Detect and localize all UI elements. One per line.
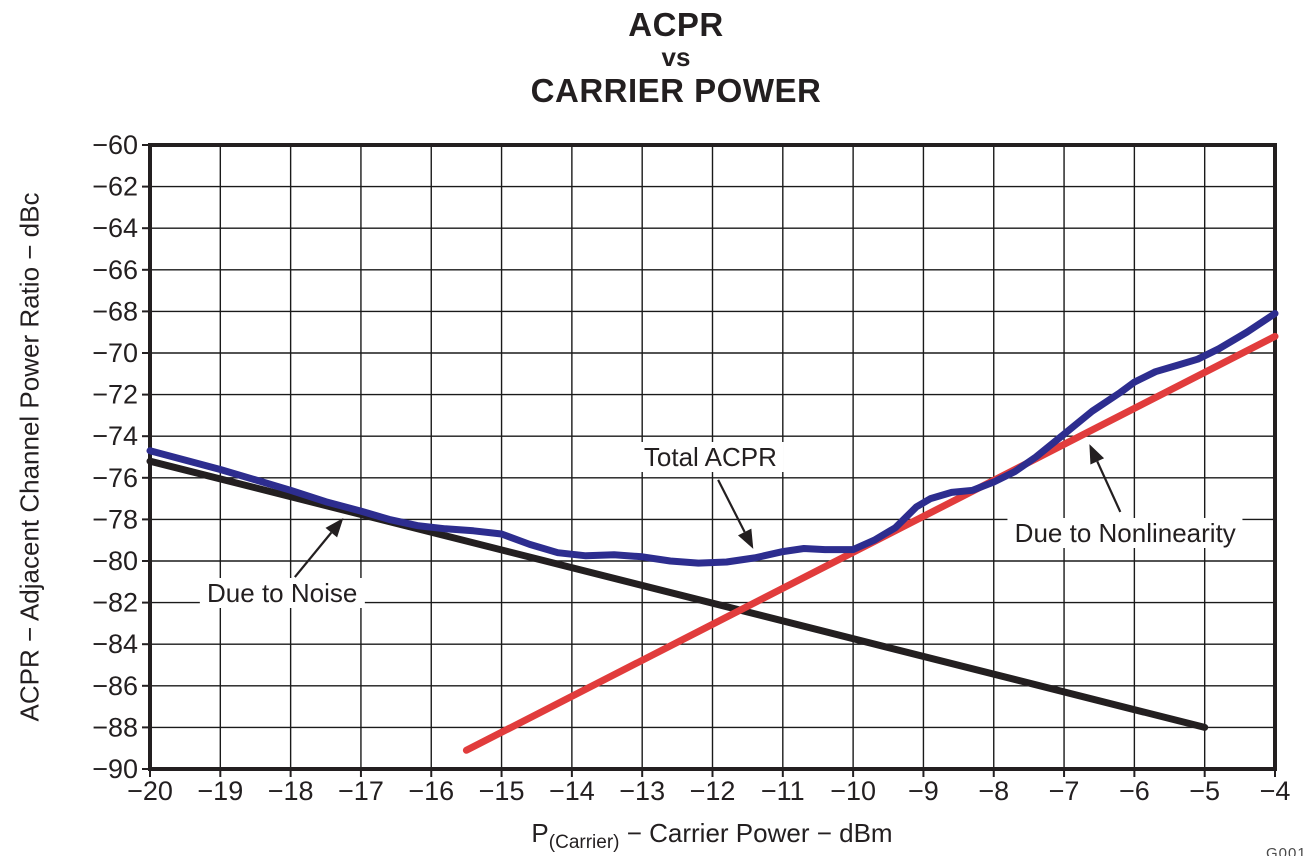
x-tick-label: −13 <box>619 776 665 806</box>
x-axis-title: P(Carrier) − Carrier Power − dBm <box>531 818 892 854</box>
x-axis-title-pre: P <box>531 818 549 848</box>
x-tick-label: −14 <box>549 776 595 806</box>
chart-title: ACPR vs CARRIER POWER <box>22 6 1308 109</box>
y-tick-label: −66 <box>92 255 138 285</box>
y-tick-label: −70 <box>92 338 138 368</box>
chart-title-line1: ACPR <box>628 6 724 43</box>
chart-title-line2: vs <box>661 42 691 72</box>
series-total-acpr <box>146 310 1279 567</box>
x-tick-label: −9 <box>908 776 939 806</box>
x-tick-label: −17 <box>338 776 384 806</box>
y-tick-label: −74 <box>92 421 138 451</box>
annotation-arrowhead-due-to-nonlinearity <box>1089 444 1105 465</box>
y-tick-label: −82 <box>92 588 138 618</box>
y-tick-label: −62 <box>92 172 138 202</box>
annotation-arrowhead-due-to-noise <box>325 517 344 538</box>
figure-code-clipped: G001 <box>1266 845 1307 856</box>
x-tick-label: −6 <box>1119 776 1150 806</box>
x-tick-label: −10 <box>830 776 876 806</box>
annotation-arrow-due-to-nonlinearity <box>1096 460 1122 513</box>
plot-frame <box>148 143 1277 771</box>
x-tick-label: −4 <box>1260 776 1291 806</box>
x-axis-title-post: − Carrier Power − dBm <box>619 818 893 848</box>
x-tick-label: −11 <box>761 776 805 806</box>
y-tick-label: −84 <box>92 629 138 659</box>
y-tick-label: −72 <box>92 380 138 410</box>
annotation-arrow-due-to-noise <box>293 531 333 578</box>
y-tick-label: −60 <box>92 130 138 160</box>
annotation-label-due-to-nonlinearity: Due to Nonlinearity <box>1007 517 1243 548</box>
x-tick-label: −18 <box>268 776 314 806</box>
x-tick-label: −20 <box>127 776 173 806</box>
y-tick-label: −64 <box>92 213 138 243</box>
annotation-arrowhead-total-acpr <box>737 528 754 549</box>
x-tick-label: −8 <box>978 776 1009 806</box>
x-tick-label: −15 <box>479 776 525 806</box>
y-tick-label: −80 <box>92 546 138 576</box>
x-tick-label: −5 <box>1189 776 1220 806</box>
y-tick-label: −90 <box>92 754 138 784</box>
chart-title-line3: CARRIER POWER <box>530 72 822 109</box>
annotation-label-due-to-noise: Due to Noise <box>200 578 365 609</box>
y-tick-label: −68 <box>92 296 138 326</box>
x-tick-label: −16 <box>408 776 454 806</box>
y-tick-label: −76 <box>92 463 138 493</box>
x-tick-label: −19 <box>197 776 243 806</box>
y-tick-label: −78 <box>92 504 138 534</box>
y-tick-label: −88 <box>92 712 138 742</box>
y-tick-label: −86 <box>92 671 138 701</box>
x-tick-label: −7 <box>1049 776 1080 806</box>
annotation-label-total-acpr: Total ACPR <box>636 442 784 472</box>
annotation-arrow-total-acpr <box>717 479 746 533</box>
x-tick-label: −12 <box>690 776 736 806</box>
series-due-to-noise <box>146 457 1209 731</box>
x-axis-title-subscript: (Carrier) <box>548 832 620 854</box>
